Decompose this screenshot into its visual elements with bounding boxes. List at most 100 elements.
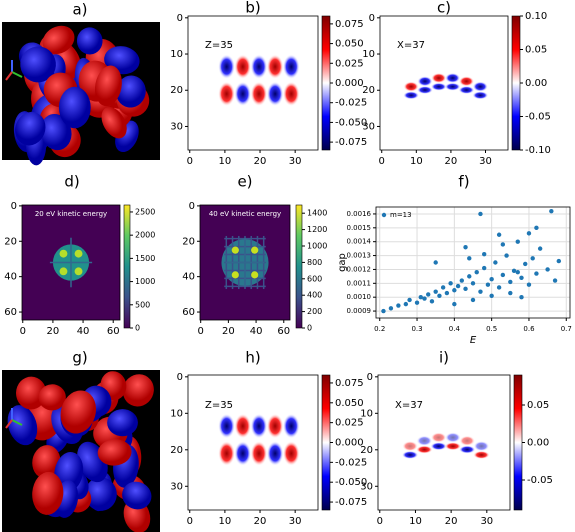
orbital-lobe: [20, 46, 56, 83]
x-tick-label: 30: [289, 156, 302, 167]
colorbar-tick-label: -0.05: [527, 475, 553, 486]
heat-lobe: [218, 441, 236, 466]
colorbar-tick-label: 0.10: [525, 11, 547, 22]
heat-lobe: [445, 72, 461, 84]
y-tick-label: 0.0011: [347, 279, 372, 287]
orbital-lobe: [122, 374, 154, 407]
colorbar-tick-label: 2500: [135, 207, 155, 216]
heat-lobe: [250, 81, 268, 107]
heat-lobe: [403, 81, 419, 92]
heat-lobe: [266, 54, 284, 80]
heatmap-background: [378, 375, 510, 510]
heat-lobe: [234, 81, 252, 107]
y-tick-label: 0.0015: [347, 224, 372, 232]
y-tick-label: 20: [362, 85, 375, 96]
heat-lobe: [472, 81, 488, 92]
heat-lobe: [282, 441, 300, 466]
scatter-point: [433, 260, 438, 265]
scatter-point: [481, 265, 487, 271]
scatter-point: [537, 246, 543, 251]
scatter-point: [489, 276, 494, 282]
scatter-point: [396, 303, 401, 308]
scatter-point: [463, 245, 468, 250]
y-tick-label: 30: [362, 121, 375, 132]
heat-lobe: [431, 72, 447, 84]
orbital-lobe: [107, 409, 138, 437]
scatter-point: [478, 289, 483, 294]
scatter-point: [500, 272, 506, 278]
panel-label: c): [437, 0, 451, 17]
colorbar-tick-label: -0.025: [335, 457, 367, 468]
x-tick-label: 60: [277, 326, 290, 337]
x-tick-label: 0: [377, 516, 383, 527]
axis-triad: [11, 71, 23, 78]
scatter-point: [552, 278, 558, 283]
annotation: 20 eV kinetic energy: [35, 210, 107, 218]
orbital-lobe: [60, 390, 97, 434]
scatter-point: [463, 286, 468, 292]
colorbar-tick-label: 1400: [307, 209, 327, 218]
panel-label: h): [245, 349, 260, 367]
heat-lobe: [430, 82, 447, 91]
annotation: Z=35: [205, 400, 233, 411]
scatter-point: [448, 281, 453, 286]
scatter-point: [388, 306, 394, 311]
heat-spot: [251, 246, 259, 254]
x-tick-label: 20: [445, 516, 458, 527]
colorbar-tick-label: 200: [307, 307, 322, 316]
axes-frame: [187, 15, 319, 151]
panel-label: i): [439, 349, 449, 367]
scatter-point: [530, 256, 535, 261]
heat-lobe: [266, 441, 284, 466]
x-tick-label: 0.6: [523, 325, 535, 333]
annotation: 40 eV kinetic energy: [209, 210, 281, 218]
heat-spot: [74, 267, 83, 276]
heat-spot: [231, 271, 239, 279]
orbital-lobe: [7, 405, 38, 446]
heat-lobe: [218, 54, 236, 80]
axes-frame: [199, 204, 291, 321]
colorbar-tick-label: 0.000: [335, 438, 364, 449]
heat-lobe: [250, 413, 268, 439]
x-tick-label: 30: [479, 156, 492, 167]
panel-label: b): [245, 0, 260, 17]
y-tick-label: 10: [170, 408, 183, 419]
orbital-lobe: [38, 384, 66, 411]
scatter-point: [467, 274, 472, 279]
heat-lobe: [430, 432, 447, 443]
scatter-point: [515, 239, 520, 244]
colorbar-tick-label: 0.05: [525, 45, 547, 56]
colorbar-tick-label: 500: [135, 300, 150, 309]
heat-lobe: [417, 76, 433, 87]
y-tick-label: 0: [11, 201, 17, 212]
orbital-lobe: [101, 106, 127, 139]
heat-lobe: [234, 441, 252, 466]
colorbar: [321, 374, 331, 511]
y-tick-label: 40: [182, 272, 195, 283]
heat-lobe: [266, 81, 284, 107]
x-tick-label: 10: [410, 156, 423, 167]
orbital-lobe: [116, 75, 146, 108]
colorbar-tick-label: 400: [307, 291, 322, 300]
x-tick-label: 0: [187, 516, 193, 527]
scatter-point: [452, 288, 457, 293]
heat-spot: [59, 249, 68, 258]
scatter-point: [440, 285, 446, 290]
colorbar: [513, 374, 523, 511]
colorbar-tick-label: 0.000: [335, 78, 364, 89]
annotation: X=37: [397, 40, 425, 51]
x-tick-label: 60: [107, 326, 120, 337]
colorbar-tick-label: 1500: [135, 254, 155, 263]
x-tick-label: 0: [198, 326, 204, 337]
orbital-lobe: [32, 445, 61, 479]
scatter-point: [381, 308, 386, 314]
x-axis-label: E: [470, 335, 477, 346]
heat-lobe: [282, 54, 300, 80]
y-tick-label: 30: [170, 121, 183, 132]
scatter-point: [489, 293, 494, 298]
colorbar: [295, 204, 303, 329]
heat-lobe: [444, 442, 462, 451]
axes-frame: [377, 374, 511, 511]
scatter-point: [523, 261, 528, 267]
orbital-lobe: [84, 477, 117, 511]
